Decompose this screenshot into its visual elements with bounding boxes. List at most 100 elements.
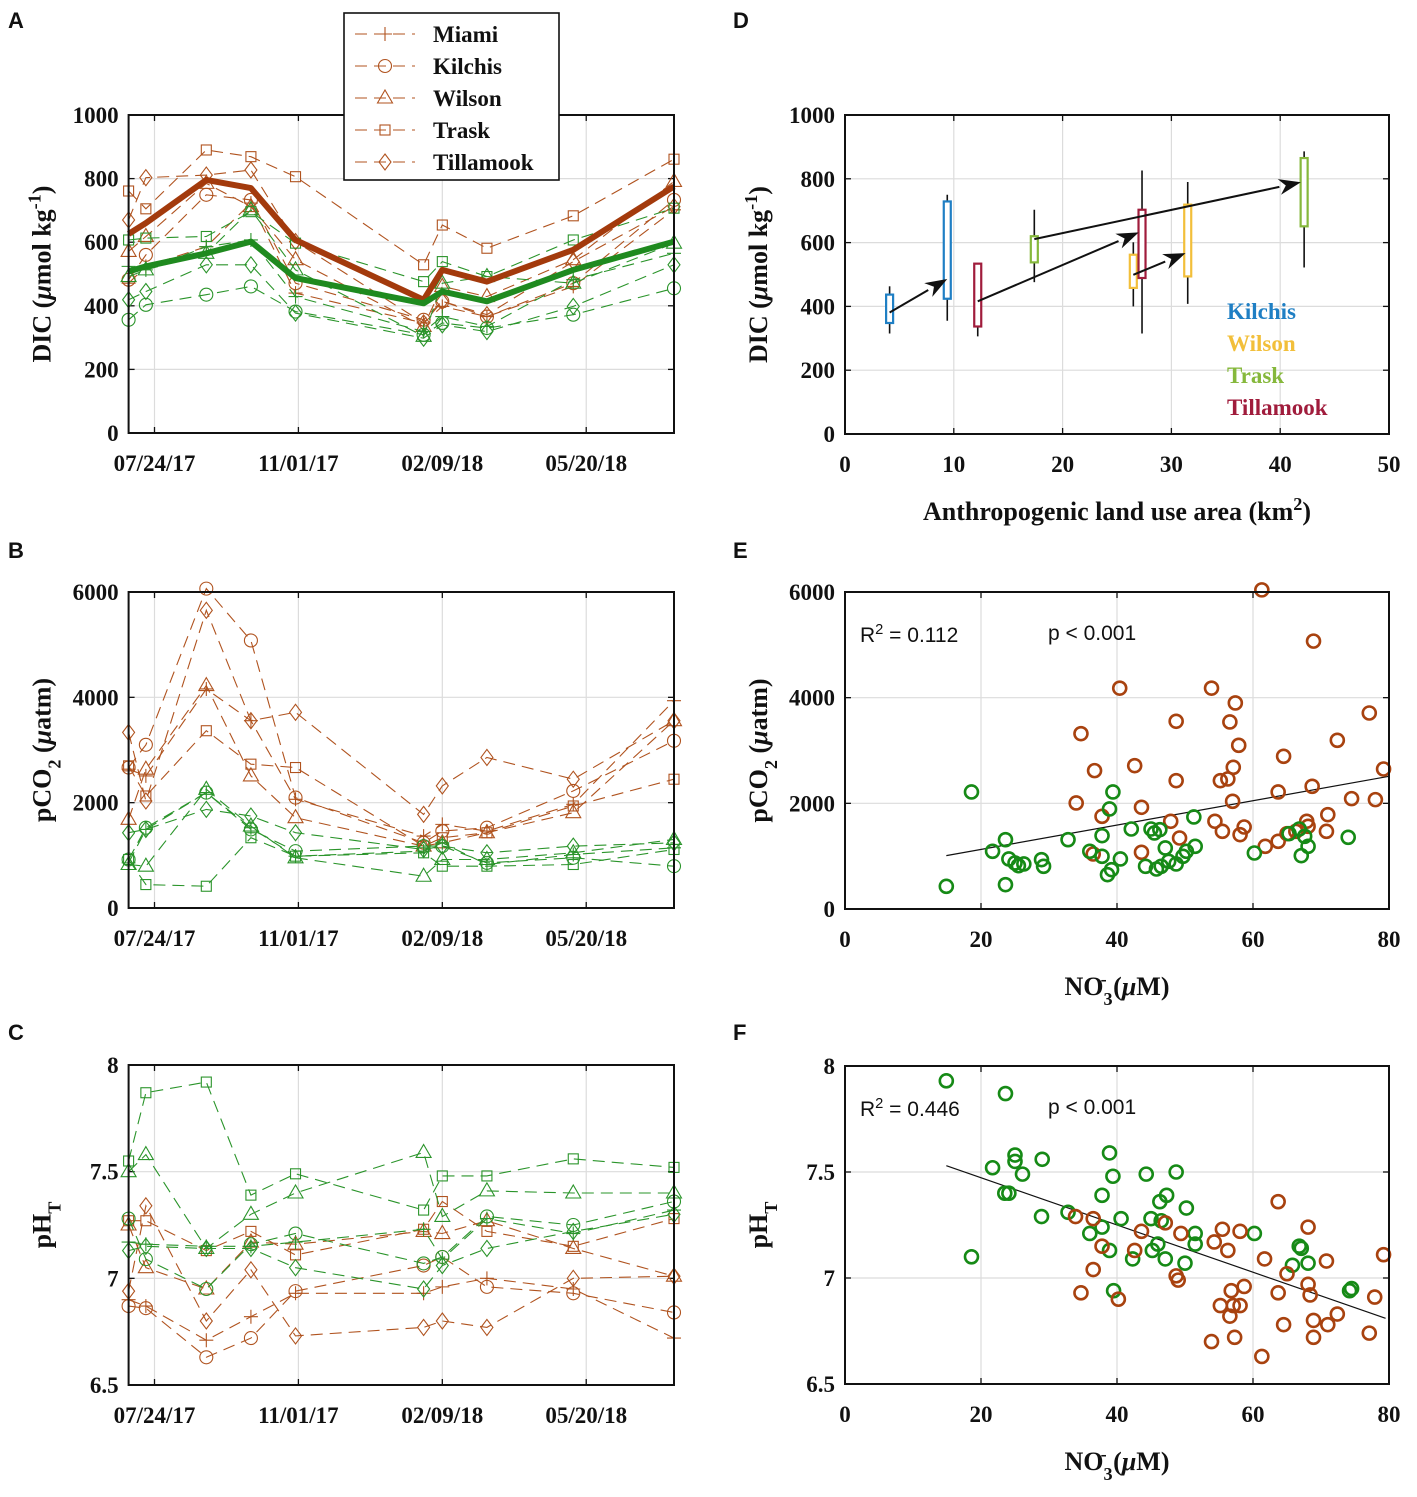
triangle-marker (376, 88, 394, 104)
scatter-point (1232, 1223, 1248, 1240)
scatter-point (963, 1249, 980, 1265)
diamond-marker (139, 282, 153, 301)
triangle-marker (137, 1145, 155, 1161)
x-tick-label: 80 (1378, 927, 1401, 952)
scatter-point (1305, 1329, 1322, 1346)
triangle-marker (197, 780, 215, 795)
box-tillamook (973, 262, 983, 337)
legend-label-tillamook: Tillamook (1227, 395, 1328, 420)
x-axis-label-part: - (1101, 1444, 1107, 1464)
axes-frame (844, 591, 1390, 910)
series-trask-green (123, 1076, 680, 1216)
axes-frame (844, 1065, 1390, 1385)
x-tick-label: 07/24/17 (114, 1403, 196, 1428)
scatter-point (1227, 695, 1244, 711)
scatter-point (997, 831, 1014, 848)
p-value-annotation-part: p < 0.001 (1048, 622, 1136, 645)
scatter-point (1220, 771, 1236, 787)
scatter-point (1305, 1312, 1322, 1329)
box (973, 262, 983, 328)
scatter-point (1068, 795, 1084, 811)
plus-marker (199, 1333, 214, 1348)
square-marker (245, 832, 257, 844)
scatter-series-scatter_green (938, 1073, 1360, 1299)
scatter-point (1257, 838, 1274, 855)
square-marker (245, 758, 257, 770)
square-marker (289, 1249, 302, 1261)
scatter-point (1126, 757, 1143, 774)
square-marker (418, 259, 430, 271)
triangle-marker (433, 1207, 451, 1223)
scatter-point (1296, 828, 1313, 845)
series-line (128, 788, 675, 877)
scatter-point (1236, 1278, 1252, 1295)
series-line (128, 1256, 675, 1358)
diamond-marker (139, 1196, 153, 1215)
legend-box (343, 12, 560, 181)
scatter-point (1033, 1208, 1050, 1225)
mean-line (127, 176, 676, 303)
y-tick-label: 8 (824, 1054, 836, 1079)
triangle-marker (287, 848, 304, 864)
diamond-marker (566, 297, 580, 316)
scatter-point (1168, 713, 1184, 730)
scatter-point (1318, 1253, 1335, 1269)
y-tick-label: 2000 (73, 791, 119, 816)
scatter-point (997, 1085, 1014, 1102)
square-marker (567, 234, 579, 246)
scatter-point (1300, 1219, 1316, 1235)
scatter-point (984, 1159, 1001, 1176)
box-trask (1299, 151, 1309, 268)
diamond-marker (244, 161, 258, 179)
panel-letter: D (733, 8, 749, 33)
diamond-marker (435, 292, 450, 311)
scatter-point (1137, 858, 1154, 875)
scatter-point (1206, 1234, 1223, 1250)
scatter-point (1157, 1215, 1174, 1231)
diamond-marker (139, 168, 153, 187)
y-tick-label: 7 (107, 1266, 119, 1291)
x-tick-label: 07/24/17 (114, 926, 196, 951)
arrow-line (1034, 185, 1280, 241)
y-axis-label-part: μ (744, 286, 773, 302)
box-kilchis (942, 194, 952, 321)
triangle-marker (287, 1183, 304, 1199)
scatter-point (1168, 1164, 1184, 1180)
panel-letter: B (8, 538, 24, 563)
circle-marker (566, 783, 581, 798)
scatter-point (1270, 1285, 1286, 1301)
y-tick-label: 7 (824, 1266, 836, 1291)
scatter-point (1113, 1210, 1129, 1227)
series-line (128, 1213, 675, 1290)
series-line (128, 837, 675, 887)
r-squared-annotation-part: R (860, 624, 875, 647)
y-tick-label: 0 (824, 897, 836, 922)
y-axis-label-part: mol kg (28, 209, 57, 285)
diamond-marker (566, 1222, 580, 1241)
triangle-marker (242, 197, 260, 213)
series-miami-brown (121, 681, 681, 844)
scatter-point (1073, 725, 1089, 742)
y-axis-label: DIC (μmol kg-1) (741, 186, 773, 363)
scatter-point (1016, 856, 1032, 872)
square-marker (567, 210, 579, 222)
triangle-marker (564, 274, 582, 289)
panel-letter: C (8, 1020, 24, 1045)
diamond-marker (199, 255, 213, 274)
scatter-point (1222, 714, 1238, 730)
circle-marker (199, 1281, 214, 1297)
scatter-point (1157, 840, 1174, 856)
scatter-point (1133, 799, 1150, 816)
arrow-head (1162, 253, 1186, 269)
series-tillamook-brown (121, 1196, 681, 1345)
panel-B: B 0 2000 4000 6000 07/24/17 11/01/17 02/09/18 05… (8, 538, 683, 951)
y-tick-label: 800 (801, 167, 836, 192)
arrow-head (924, 278, 948, 297)
circle-marker (199, 581, 214, 596)
y-tick-label: 200 (801, 358, 836, 383)
diamond-marker (288, 304, 303, 323)
scatter-point (1178, 1200, 1195, 1216)
y-axis-label-part: pH (744, 1214, 773, 1249)
scatter-point (1223, 1282, 1240, 1299)
legend-label-kilchis: Kilchis (433, 54, 502, 79)
